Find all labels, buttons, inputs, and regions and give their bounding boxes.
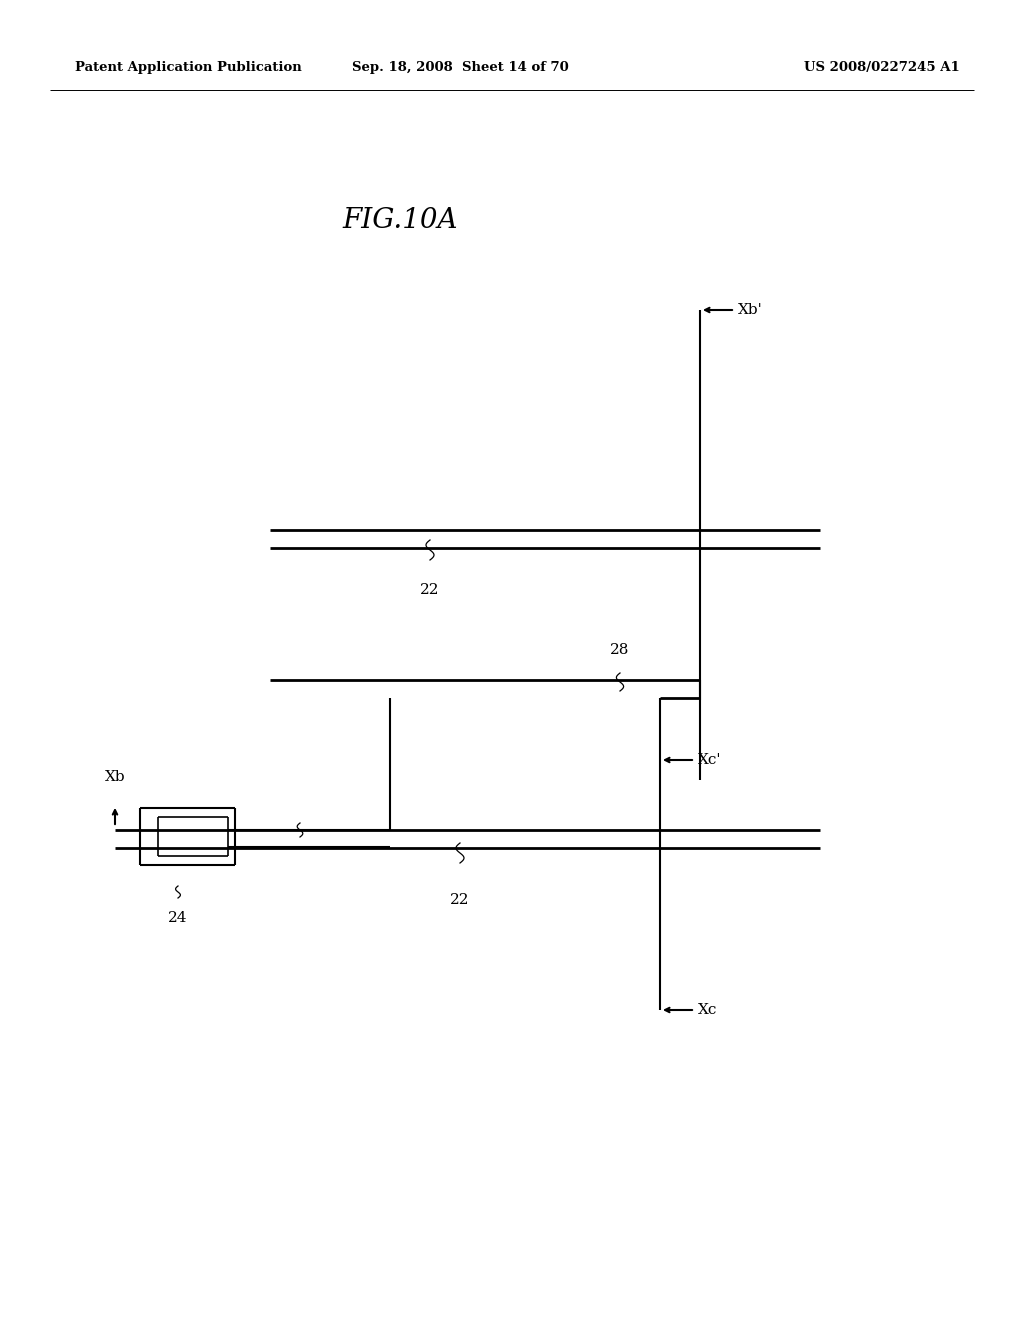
Text: Xb: Xb: [104, 770, 125, 784]
Text: 24: 24: [168, 911, 187, 925]
Text: Sep. 18, 2008  Sheet 14 of 70: Sep. 18, 2008 Sheet 14 of 70: [351, 62, 568, 74]
Text: Patent Application Publication: Patent Application Publication: [75, 62, 302, 74]
Text: Xc: Xc: [698, 1003, 718, 1016]
Text: 22: 22: [420, 583, 439, 597]
Text: Xb': Xb': [738, 304, 763, 317]
Text: Xc': Xc': [698, 752, 722, 767]
Text: US 2008/0227245 A1: US 2008/0227245 A1: [804, 62, 961, 74]
Text: 28: 28: [610, 643, 630, 657]
Text: FIG.10A: FIG.10A: [342, 206, 458, 234]
Text: 22: 22: [451, 894, 470, 907]
